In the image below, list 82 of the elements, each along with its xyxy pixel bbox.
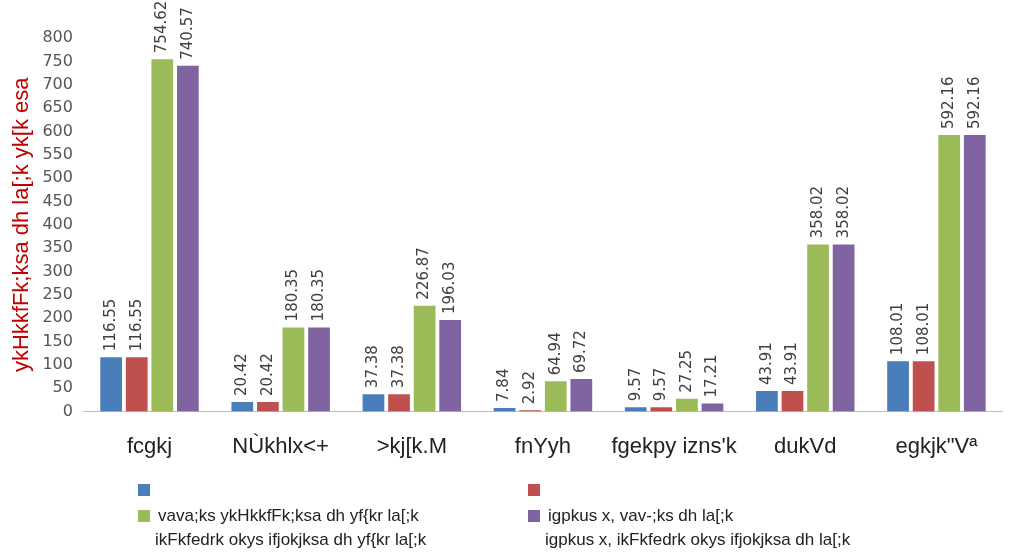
- y-tick-label: 800: [42, 27, 73, 47]
- bar: [177, 65, 199, 412]
- text: ikFkfedrk okys ifjokjksa dh yf{kr la[;k: [155, 530, 427, 550]
- bar: [308, 327, 330, 412]
- bar: [832, 244, 855, 412]
- data-label: 226.87: [414, 247, 433, 300]
- bar: [100, 357, 123, 412]
- data-label: 754.62: [152, 0, 171, 54]
- x-tick-label: fgekpy izns'k: [611, 432, 738, 458]
- bar: [963, 135, 986, 412]
- y-tick-label: 750: [42, 50, 73, 70]
- x-tick-label: fnYyh: [514, 432, 572, 458]
- y-axis-title: ykHkkfFk;ksa dh la[;k yk[k esa: [8, 76, 34, 373]
- bar: [807, 244, 829, 412]
- bar: [544, 381, 567, 412]
- y-tick-label: 500: [42, 167, 73, 187]
- y-tick-label: 400: [42, 213, 73, 233]
- bar: [151, 59, 174, 412]
- data-label: 180.35: [308, 268, 327, 322]
- data-label: 69.72: [571, 330, 590, 374]
- data-label: 9.57: [651, 367, 670, 402]
- bar: [912, 361, 935, 412]
- legend-label: vava;ks ykHkkfFk;ksa dh yf{kr la[;k: [158, 506, 419, 526]
- data-label: 108.01: [887, 302, 906, 356]
- y-tick-label: 550: [42, 143, 73, 163]
- bar: [257, 402, 279, 412]
- data-label: 180.35: [283, 268, 302, 322]
- data-label: 592.16: [939, 76, 958, 130]
- legend-label: igpkus x, vav-;ks dh la[;k: [548, 506, 734, 526]
- bar: [570, 379, 593, 412]
- bar: [413, 305, 436, 412]
- data-label: 27.25: [676, 349, 695, 393]
- x-tick-label: NÙkhlx<+: [232, 432, 329, 458]
- data-label: 358.02: [807, 185, 826, 239]
- data-label: 9.57: [625, 367, 644, 402]
- y-tick-label: 200: [42, 307, 73, 327]
- y-tick-label: 100: [42, 354, 73, 374]
- y-tick-label: 150: [42, 330, 73, 350]
- data-label: 64.94: [545, 332, 564, 376]
- data-label: 358.02: [833, 185, 852, 239]
- bar: [624, 407, 647, 412]
- y-tick-label: 600: [42, 120, 73, 140]
- data-label: 17.21: [702, 354, 721, 398]
- bar: [676, 398, 698, 412]
- text: igpkus x, ikFkfedrk okys ifjokjksa dh la[;k: [545, 530, 851, 550]
- bar: [756, 391, 778, 412]
- data-label: 116.55: [126, 298, 145, 352]
- data-label: 2.92: [520, 370, 539, 405]
- bar: [231, 402, 254, 412]
- data-label: 740.57: [177, 7, 196, 60]
- data-label: 108.01: [913, 302, 932, 356]
- x-tick-label: dukVd: [774, 432, 837, 458]
- y-tick-label: 250: [42, 284, 73, 304]
- bar: [938, 135, 961, 412]
- data-label: 196.03: [440, 261, 459, 315]
- data-label: 20.42: [257, 353, 276, 397]
- x-tick-label: fcgkj: [126, 432, 173, 458]
- y-tick-label: 450: [42, 190, 73, 210]
- y-tick-label: 0: [62, 400, 73, 420]
- bar: [887, 361, 909, 412]
- bar: [781, 391, 804, 412]
- bar: [388, 394, 410, 412]
- data-label: 43.91: [782, 342, 801, 386]
- data-label: 116.55: [101, 298, 120, 352]
- x-tick-label: egkjk"Vª: [895, 432, 979, 458]
- data-label: 37.38: [363, 345, 382, 389]
- y-tick-label: 650: [42, 97, 73, 117]
- y-tick-label: 50: [52, 377, 73, 397]
- bar: [125, 357, 148, 412]
- data-label: 592.16: [964, 76, 983, 130]
- y-tick-label: 300: [42, 260, 73, 280]
- data-label: 20.42: [232, 353, 251, 397]
- data-label: 43.91: [756, 342, 775, 386]
- bar: [362, 394, 385, 412]
- y-tick-label: 700: [42, 73, 73, 93]
- bar: [439, 320, 462, 412]
- bar: [282, 327, 305, 412]
- data-label: 37.38: [388, 345, 407, 389]
- x-tick-label: >kj[k.M: [376, 432, 447, 458]
- bar: [650, 407, 673, 412]
- data-label: 7.84: [494, 368, 513, 402]
- y-tick-label: 350: [42, 237, 73, 257]
